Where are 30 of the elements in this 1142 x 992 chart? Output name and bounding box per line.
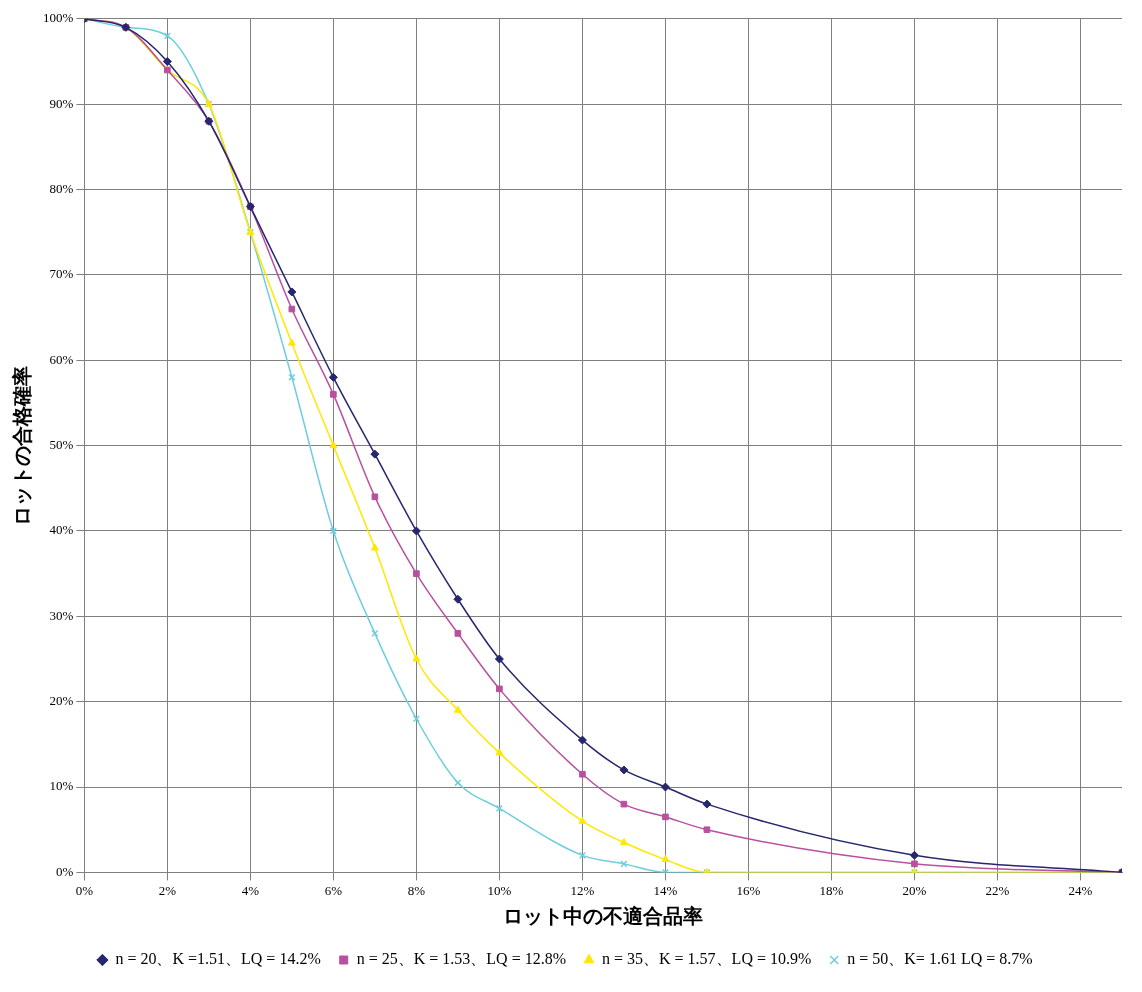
legend-label: n = 35、K = 1.57、LQ = 10.9% (602, 950, 812, 968)
y-tick-label: 10% (49, 778, 74, 794)
y-tick-label: 90% (49, 95, 74, 111)
y-tick-label: 40% (49, 522, 74, 538)
y-axis-title: ロットの合格確率 (11, 365, 34, 526)
x-tick-label: 12% (570, 882, 595, 898)
y-tick-label: 100% (42, 10, 74, 26)
y-tick-label: 20% (49, 693, 74, 709)
y-tick-label: 0% (55, 863, 74, 879)
x-tick-label: 14% (653, 882, 678, 898)
y-tick-label: 30% (49, 607, 74, 623)
legend-label: n = 20、K =1.51、LQ = 14.2% (115, 950, 321, 968)
y-tick-label: 80% (49, 180, 74, 196)
y-tick-label: 60% (49, 351, 74, 367)
x-tick-label: 10% (487, 882, 512, 898)
x-axis-title: ロット中の不適合品率 (503, 905, 704, 928)
x-tick-label: 2% (158, 882, 177, 898)
x-tick-label: 4% (241, 882, 260, 898)
x-tick-label: 22% (985, 882, 1010, 898)
y-tick-label: 50% (49, 437, 74, 453)
x-tick-label: 6% (324, 882, 343, 898)
x-tick-label: 0% (75, 882, 94, 898)
x-tick-label: 24% (1068, 882, 1093, 898)
legend-label: n = 50、K= 1.61 LQ = 8.7% (847, 950, 1033, 968)
y-tick-label: 70% (49, 266, 74, 282)
legend-label: n = 25、K = 1.53、LQ = 12.8% (356, 950, 566, 968)
x-tick-label: 18% (819, 882, 844, 898)
x-tick-label: 8% (407, 882, 426, 898)
x-tick-label: 16% (736, 882, 761, 898)
x-tick-label: 20% (902, 882, 927, 898)
